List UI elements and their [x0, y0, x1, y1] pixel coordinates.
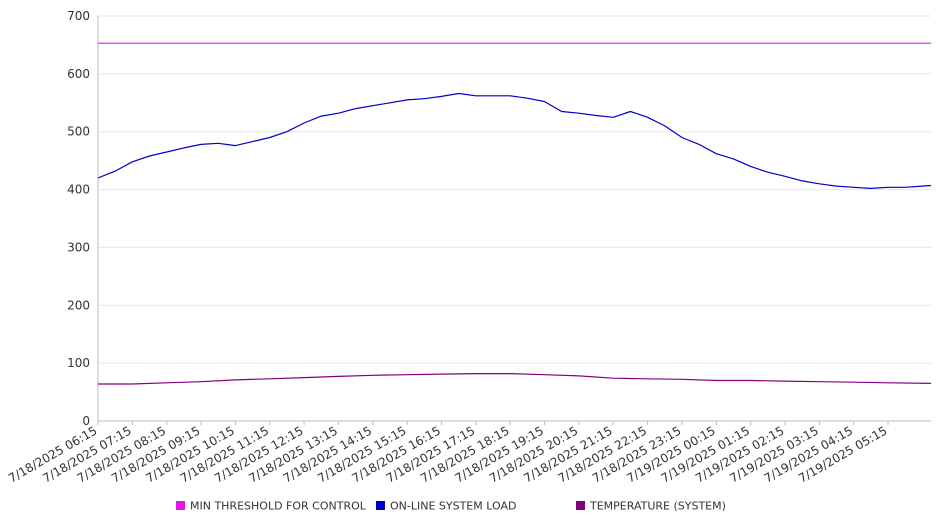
x-axis-tick-labels: 7/18/2025 06:157/18/2025 07:157/18/2025 … — [6, 423, 890, 485]
legend-swatch — [376, 501, 385, 510]
y-tick-label: 0 — [82, 414, 90, 428]
legend: MIN THRESHOLD FOR CONTROL ON-LINE SYSTEM … — [176, 500, 726, 513]
y-tick-label: 600 — [67, 67, 90, 81]
y-tick-label: 500 — [67, 125, 90, 139]
y-tick-label: 700 — [67, 9, 90, 23]
legend-label: TEMPERATURE (SYSTEM) — [589, 500, 726, 513]
gridlines — [98, 15, 931, 364]
legend-label: ON-LINE SYSTEM LOAD — [390, 500, 516, 513]
y-tick-label: 100 — [67, 356, 90, 370]
legend-swatch — [576, 501, 585, 510]
y-axis-tick-labels: 0 100 200 300 400 500 600 700 — [67, 9, 90, 428]
series-lines — [97, 42, 932, 385]
y-tick-label: 200 — [67, 298, 90, 312]
series-line-2 — [97, 92, 932, 189]
axes — [97, 16, 931, 425]
series-line-3 — [98, 373, 932, 385]
legend-swatch — [176, 501, 185, 510]
y-tick-label: 300 — [67, 240, 90, 254]
y-tick-label: 400 — [67, 183, 90, 197]
legend-label: MIN THRESHOLD FOR CONTROL — [190, 500, 367, 513]
